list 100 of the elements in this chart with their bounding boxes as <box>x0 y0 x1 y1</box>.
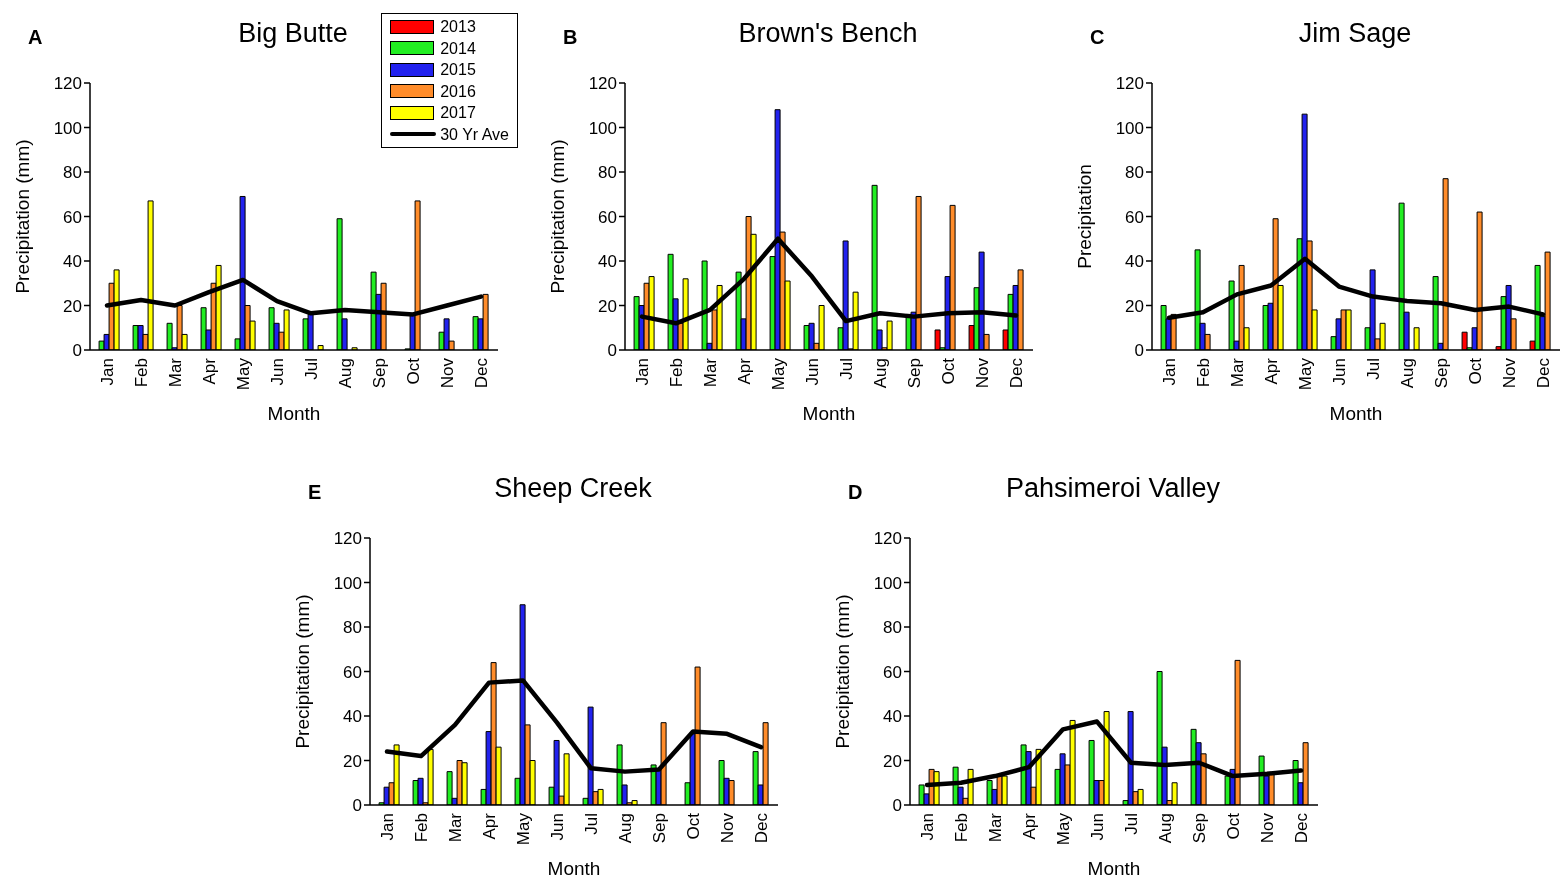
x-tick-label: Oct <box>404 357 424 385</box>
y-tick-label: 20 <box>63 296 82 316</box>
legend-label: 30 Yr Ave <box>440 124 509 145</box>
x-tick-label: Nov <box>1500 357 1520 389</box>
x-tick-label: Oct <box>1466 357 1486 385</box>
x-tick-label: Sep <box>1190 813 1210 844</box>
x-tick-label: Sep <box>905 358 925 389</box>
x-axis-title: Month <box>1087 858 1141 879</box>
x-tick-label: Jun <box>1088 813 1108 841</box>
x-tick-label: Feb <box>412 813 432 843</box>
y-tick-label: 20 <box>1125 296 1144 316</box>
y-tick-label: 40 <box>63 252 82 272</box>
x-tick-label: Jul <box>302 358 322 380</box>
x-tick-label: Apr <box>735 357 755 385</box>
y-tick-label: 80 <box>63 163 82 183</box>
y-tick-label: 80 <box>343 618 362 638</box>
y-tick-label: 100 <box>333 573 362 593</box>
text: C <box>1090 26 1105 49</box>
x-tick-label: Jan <box>378 813 398 841</box>
x-tick-label: May <box>514 812 534 846</box>
x-tick-label: Mar <box>446 812 466 843</box>
y-tick-label: 100 <box>588 118 617 138</box>
text: B <box>563 26 578 49</box>
x-tick-label: Sep <box>1432 358 1452 389</box>
y-tick-label: 60 <box>598 207 617 227</box>
legend-label: 2013 <box>440 17 476 37</box>
x-tick-label: Mar <box>166 357 186 388</box>
x-tick-label: Nov <box>718 812 738 844</box>
y-axis-title: Precipitation (mm) <box>546 139 568 294</box>
y-tick-label: 0 <box>892 796 902 816</box>
y-tick-label: 20 <box>343 751 362 771</box>
x-tick-label: Oct <box>939 357 959 385</box>
x-tick-label: Jun <box>1330 358 1350 386</box>
x-tick-label: Jan <box>98 358 118 386</box>
chart-title: Pahsimeroi Valley <box>1004 473 1222 504</box>
y-axis-title: Precipitation (mm) <box>291 594 313 749</box>
x-tick-label: Nov <box>438 357 458 389</box>
x-tick-label: Dec <box>1007 357 1027 389</box>
x-tick-label: May <box>1296 357 1316 391</box>
x-tick-label: Sep <box>370 358 390 389</box>
x-tick-label: Jul <box>1364 358 1384 380</box>
x-tick-label: Dec <box>752 812 772 844</box>
x-tick-label: Dec <box>1534 357 1554 389</box>
x-tick-label: Jan <box>1160 358 1180 386</box>
y-tick-label: 80 <box>1125 163 1144 183</box>
y-tick-label: 0 <box>1134 341 1144 361</box>
x-tick-label: Jun <box>268 358 288 386</box>
y-tick-label: 80 <box>883 618 902 638</box>
y-tick-label: 60 <box>883 662 902 682</box>
y-tick-label: 100 <box>873 573 902 593</box>
x-tick-label: Aug <box>1398 358 1418 389</box>
y-tick-label: 20 <box>598 296 617 316</box>
y-tick-label: 100 <box>53 118 82 138</box>
x-tick-label: Mar <box>1228 357 1248 388</box>
legend-label: 2015 <box>440 60 476 80</box>
x-tick-label: Jan <box>633 358 653 386</box>
x-axis-title: Month <box>547 858 601 879</box>
x-tick-label: May <box>1054 812 1074 846</box>
x-tick-label: Feb <box>132 358 152 388</box>
x-tick-label: May <box>769 357 789 391</box>
x-axis-title: Month <box>802 403 856 424</box>
x-tick-label: Dec <box>472 357 492 389</box>
x-tick-label: Dec <box>1292 812 1312 844</box>
y-tick-label: 40 <box>883 707 902 727</box>
x-axis-title: Month <box>267 403 321 424</box>
x-tick-label: Sep <box>650 813 670 844</box>
y-tick-label: 0 <box>72 341 82 361</box>
chart-title: Brown's Bench <box>737 18 919 49</box>
x-tick-label: Aug <box>336 358 356 389</box>
y-tick-label: 120 <box>873 529 902 549</box>
y-axis-title: Precipitation (mm) <box>11 139 33 294</box>
x-tick-label: Jul <box>837 358 857 380</box>
y-tick-label: 0 <box>607 341 617 361</box>
x-tick-label: Jul <box>582 813 602 835</box>
x-tick-label: Apr <box>200 357 220 385</box>
y-tick-label: 40 <box>343 707 362 727</box>
y-tick-label: 100 <box>1115 118 1144 138</box>
x-tick-label: Apr <box>1262 357 1282 385</box>
x-tick-label: May <box>234 357 254 391</box>
x-tick-label: Jul <box>1122 813 1142 835</box>
x-tick-label: Feb <box>1194 358 1214 388</box>
x-tick-label: Mar <box>701 357 721 388</box>
x-tick-label: Jun <box>548 813 568 841</box>
y-tick-label: 40 <box>1125 252 1144 272</box>
x-tick-label: Jan <box>918 813 938 841</box>
legend-label: 2016 <box>440 81 476 102</box>
x-tick-label: Apr <box>1020 812 1040 840</box>
y-axis-title: Precipitation (mm) <box>831 594 853 749</box>
text: D <box>848 481 863 504</box>
chart-title: Big Butte <box>238 18 348 48</box>
y-tick-label: 80 <box>598 163 617 183</box>
y-tick-label: 120 <box>53 74 82 94</box>
y-tick-label: 60 <box>63 207 82 227</box>
x-tick-label: Mar <box>986 812 1006 843</box>
x-tick-label: Nov <box>973 357 993 389</box>
y-tick-label: 120 <box>1115 74 1144 94</box>
x-tick-label: Aug <box>1156 813 1176 844</box>
y-tick-label: 120 <box>333 529 362 549</box>
x-tick-label: Feb <box>952 813 972 843</box>
x-tick-label: Feb <box>667 358 687 388</box>
